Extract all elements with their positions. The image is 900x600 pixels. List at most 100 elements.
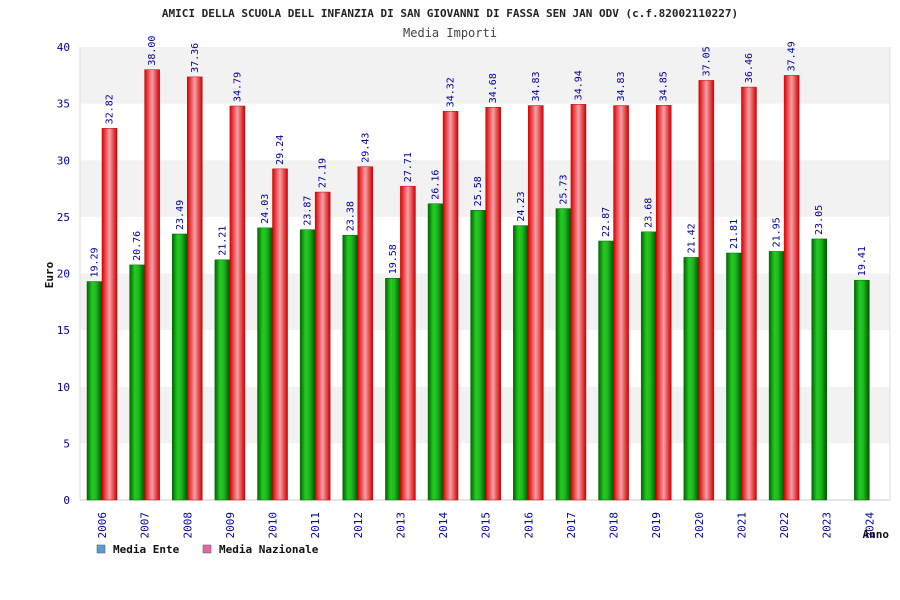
data-label-media-ente: 19.58 [388,244,399,274]
data-label-media-ente: 19.29 [90,247,101,277]
bar-media-ente [342,234,359,501]
bar-media-nazionale [655,105,672,501]
bar-media-ente [640,231,657,501]
data-label-media-nazionale: 34.83 [531,71,542,101]
bar-media-ente [299,229,316,501]
data-label-media-ente: 23.87 [303,196,314,226]
data-label-media-nazionale: 37.05 [701,46,712,76]
bar-media-ente [513,225,529,501]
data-label-media-nazionale: 37.49 [787,41,798,71]
y-tick-label: 0 [63,494,70,507]
bar-media-nazionale [144,69,160,501]
bar-media-nazionale [357,166,374,501]
bar-media-ente [555,208,572,501]
bar-media-ente [726,252,742,501]
data-label-media-nazionale: 27.71 [403,152,414,182]
x-tick-label: 2006 [96,512,109,539]
x-tick-label: 2007 [139,512,152,539]
bar-media-ente [768,251,785,501]
bar-media-ente [811,238,827,501]
x-axis-ticks: 2006 2007 2008 2009 2010 2011 2012 2013 2014 2015… [96,512,876,539]
data-label-media-ente: 21.95 [772,217,783,247]
data-label-media-ente: 20.76 [132,231,143,261]
x-tick-label: 2009 [224,512,237,539]
data-label-media-ente: 24.03 [260,194,271,224]
bar-media-ente [257,227,273,501]
y-tick-label: 30 [57,154,70,167]
y-tick-label: 5 [63,437,70,450]
bar-media-nazionale [400,185,416,501]
bar-media-ente [172,233,188,501]
data-label-media-ente: 23.68 [644,198,655,228]
y-tick-label: 10 [57,381,70,394]
data-label-media-nazionale: 34.94 [573,70,584,100]
bar-media-nazionale [528,105,544,501]
x-tick-label: 2021 [735,512,748,539]
bar-media-ente [683,257,700,501]
bar-media-nazionale [485,106,501,501]
legend-label: Media Nazionale [219,543,319,556]
bar-media-ente [854,279,870,501]
bar-media-nazionale [741,86,757,501]
x-tick-label: 2019 [650,512,663,539]
data-label-media-ente: 23.49 [175,200,186,230]
x-tick-label: 2011 [309,512,322,539]
data-label-media-nazionale: 34.32 [446,77,457,107]
y-axis-ticks: 0 5 10 15 20 25 30 35 40 [57,41,70,507]
y-axis-label: Euro [43,261,56,288]
bar-media-nazionale [570,104,587,501]
x-tick-label: 2020 [693,512,706,539]
chart-title: AMICI DELLA SCUOLA DELL INFANZIA DI SAN … [162,7,738,20]
data-label-media-nazionale: 38.00 [147,36,158,66]
x-tick-label: 2018 [608,512,621,539]
y-tick-label: 25 [57,211,70,224]
bar-media-ente [598,240,614,501]
data-label-media-nazionale: 27.19 [318,158,329,188]
bar-media-ente [214,259,231,501]
data-label-media-ente: 24.23 [516,191,527,221]
data-label-media-nazionale: 29.24 [275,135,286,165]
bar-media-nazionale [272,168,288,501]
bar-media-nazionale [101,128,118,501]
x-tick-label: 2015 [480,512,493,539]
bar-media-ente [427,203,444,501]
data-label-media-ente: 25.73 [558,174,569,204]
data-label-media-nazionale: 29.43 [360,133,371,163]
y-tick-label: 15 [57,324,70,337]
bar-media-nazionale [698,80,715,501]
data-label-media-ente: 19.41 [857,246,868,276]
x-tick-label: 2022 [778,512,791,539]
y-tick-label: 20 [57,268,70,281]
data-label-media-ente: 21.81 [729,219,740,249]
legend-swatch [96,544,106,554]
x-tick-label: 2010 [267,512,280,539]
y-tick-label: 40 [57,41,70,54]
data-label-media-nazionale: 32.82 [105,94,116,124]
data-label-media-nazionale: 34.79 [232,72,243,102]
bar-media-ente [129,264,145,501]
y-tick-label: 35 [57,98,70,111]
bar-media-ente [86,281,103,501]
data-label-media-nazionale: 34.85 [659,71,670,101]
data-label-media-ente: 23.05 [814,205,825,235]
bar-media-ente [385,278,401,501]
x-tick-label: 2016 [522,512,535,539]
data-label-media-nazionale: 36.46 [744,53,755,83]
data-label-media-ente: 26.16 [431,170,442,200]
legend-label: Media Ente [113,543,180,556]
data-label-media-ente: 23.38 [345,201,356,231]
bar-media-ente [470,210,486,501]
bar-media-nazionale [442,111,459,501]
data-label-media-nazionale: 34.68 [488,73,499,103]
data-label-media-ente: 22.87 [601,207,612,237]
x-tick-label: 2023 [821,512,834,539]
legend: Media Ente Media Nazionale [96,543,319,556]
data-label-media-nazionale: 34.83 [616,71,627,101]
bar-media-nazionale [229,105,246,501]
legend-swatch [202,544,212,554]
x-axis-label: Anno [863,528,890,541]
data-label-media-nazionale: 37.36 [190,43,201,73]
x-tick-label: 2012 [352,512,365,539]
bar-media-nazionale [187,76,203,501]
